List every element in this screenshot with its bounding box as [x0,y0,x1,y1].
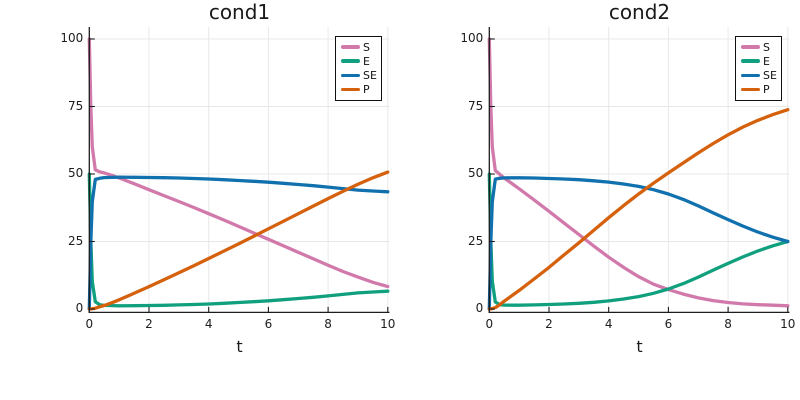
legend-item-SE: SE [341,68,377,82]
series-line-E [87,172,390,308]
legend-item-S: S [741,40,777,54]
legend-item-E: E [741,54,777,68]
y-tick-label-25: 25 [68,233,84,248]
legend-item-E: E [341,54,377,68]
subplot-cond2: cond2 t S E SE P 0 2 4 6 8 10 0 25 50 75 100 [400,0,800,400]
plot-title: cond2 [608,0,671,24]
x-tick-label-10: 10 [780,317,796,331]
legend-swatch-SE [741,73,760,78]
plot-title: cond1 [208,0,271,24]
legend-item-P: P [741,83,777,97]
series-line-SE [487,176,790,311]
x-tick-label-8: 8 [324,317,332,331]
x-tick-label-6: 6 [264,317,273,331]
legend-item-SE: SE [741,68,777,82]
legend-swatch-P [341,87,360,92]
legend-label-P: P [763,83,770,97]
series-line-S [87,37,390,289]
legend-label-SE: SE [363,68,377,82]
y-tick-label-0: 0 [75,301,84,315]
x-tick-label-0: 0 [485,317,494,331]
legend: S E SE P [335,36,382,101]
y-tick-label-75: 75 [468,98,484,113]
x-tick-label-2: 2 [145,317,153,331]
x-tick-label-0: 0 [85,317,94,331]
x-axis-label: t [236,337,243,356]
legend-swatch-P [741,87,760,92]
legend-swatch-SE [341,73,360,78]
series-line-P [87,170,390,311]
legend-label-E: E [763,54,770,68]
y-tick-label-75: 75 [68,98,84,113]
legend-swatch-E [341,59,360,64]
x-tick-label-2: 2 [545,317,553,331]
legend-label-P: P [363,83,370,97]
x-tick-label-4: 4 [204,317,213,331]
x-axis-label: t [636,337,643,356]
plot-canvas-cond2 [487,27,790,314]
y-tick-label-100: 100 [60,31,84,45]
legend-label-S: S [363,40,370,54]
legend-item-S: S [341,40,377,54]
legend-swatch-S [341,45,360,49]
x-tick-label-4: 4 [604,317,613,331]
series-line-SE [87,175,390,311]
y-tick-label-50: 50 [468,166,484,180]
legend-item-P: P [341,83,377,97]
legend: S E SE P [735,36,782,101]
series-line-P [487,108,790,311]
x-tick-label-6: 6 [664,317,673,331]
x-tick-label-8: 8 [724,317,732,331]
subplot-cond1: cond1 t S E SE P 0 2 4 6 8 10 0 25 50 75 100 [60,0,396,356]
y-tick-label-100: 100 [460,31,484,45]
legend-label-S: S [763,40,770,54]
legend-swatch-S [741,45,760,49]
legend-label-SE: SE [763,68,777,82]
y-tick-label-0: 0 [475,301,484,315]
y-tick-label-25: 25 [468,233,484,248]
y-tick-label-50: 50 [68,166,84,180]
x-tick-label-10: 10 [380,317,396,331]
series-line-S [487,37,790,308]
legend-label-E: E [363,54,370,68]
legend-swatch-E [741,59,760,64]
plot-canvas-cond1 [87,27,390,314]
